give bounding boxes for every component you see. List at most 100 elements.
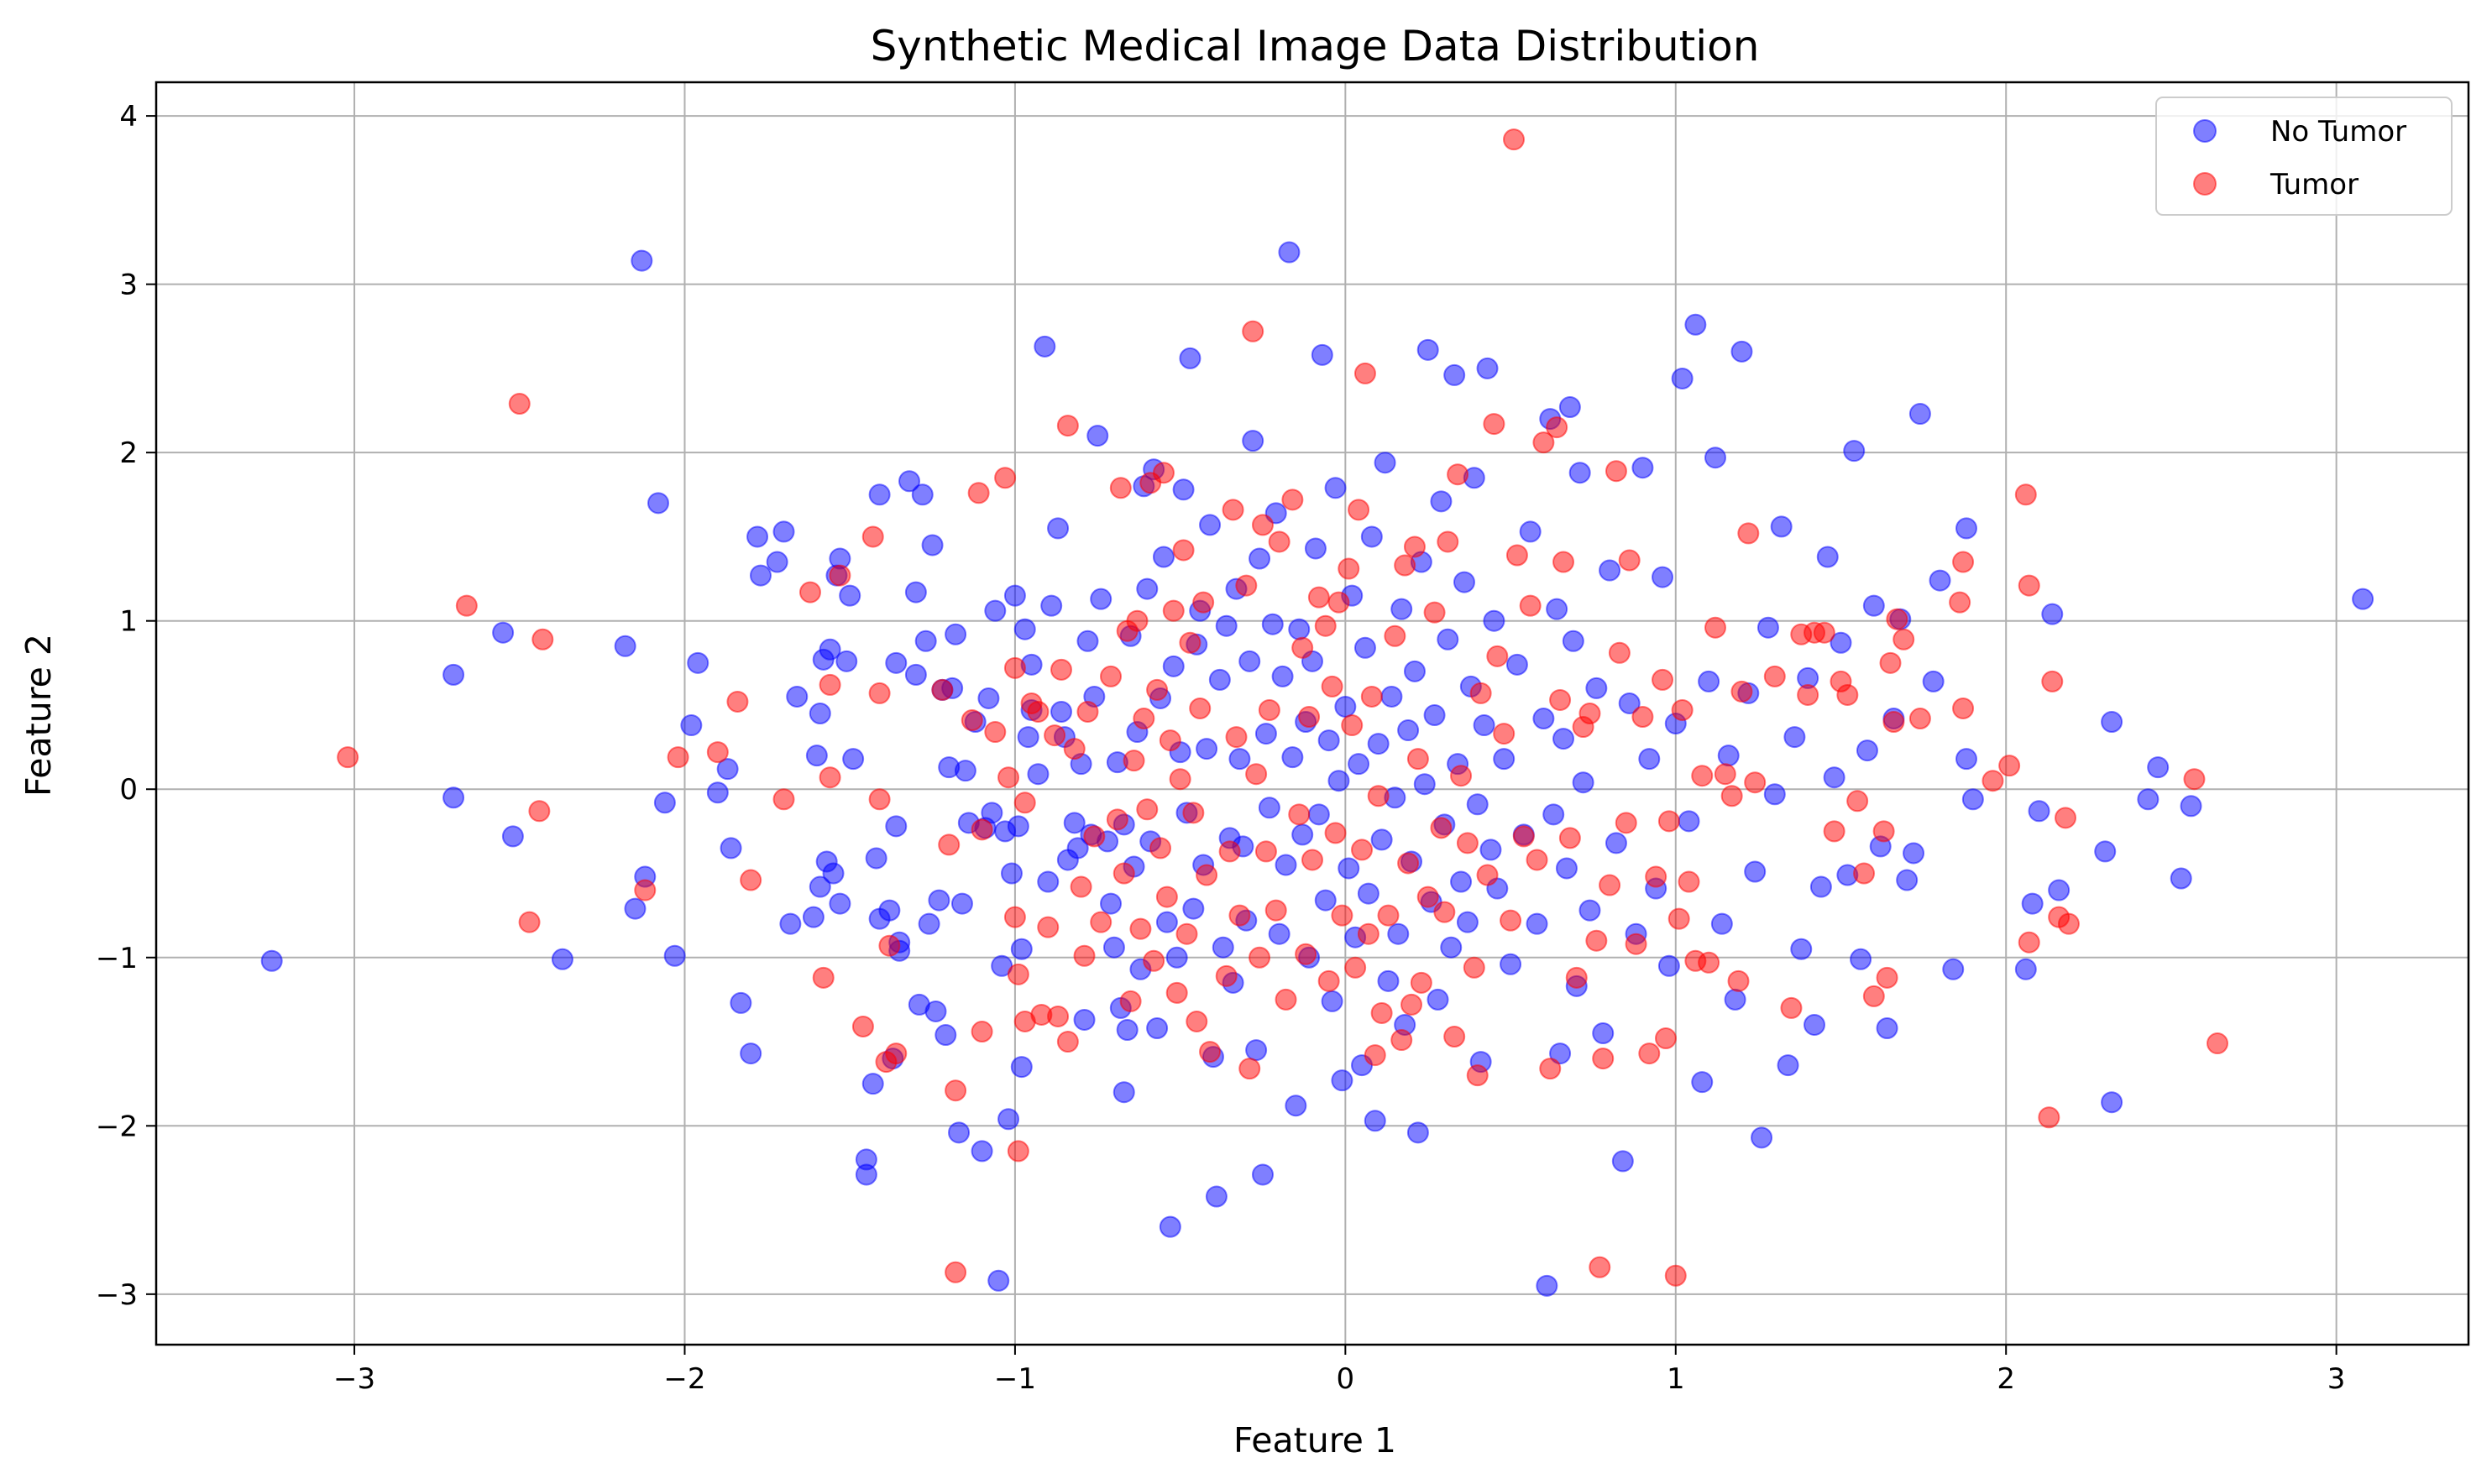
data-point	[1572, 771, 1594, 794]
data-point	[1291, 636, 1314, 659]
data-point	[1251, 514, 1274, 536]
data-point	[1823, 766, 1845, 789]
data-point	[1558, 396, 1581, 419]
data-point	[1502, 128, 1525, 151]
data-point	[1199, 1041, 1222, 1063]
data-point	[1846, 790, 1869, 813]
y-tick-label: 0	[119, 773, 138, 807]
data-point	[868, 483, 891, 506]
data-point	[1532, 431, 1555, 454]
data-point	[1275, 988, 1297, 1011]
data-point	[994, 467, 1017, 489]
data-point	[634, 879, 657, 901]
data-point	[1225, 726, 1248, 749]
data-point	[1007, 815, 1029, 838]
data-point	[1123, 750, 1145, 772]
data-point	[1100, 892, 1123, 915]
data-point	[861, 1073, 884, 1095]
data-point	[1146, 678, 1169, 701]
data-point	[1348, 753, 1370, 776]
data-point	[1258, 698, 1280, 721]
data-point	[977, 687, 1000, 709]
data-point	[1377, 904, 1400, 927]
data-point	[1505, 544, 1528, 567]
data-point	[1720, 785, 1743, 807]
data-point	[1922, 670, 1945, 692]
x-tick-label: 0	[1337, 1362, 1355, 1396]
data-point	[1086, 425, 1109, 447]
y-tick-label: −1	[96, 942, 138, 975]
data-point	[667, 746, 689, 769]
data-point	[1466, 793, 1489, 816]
data-point	[1790, 938, 1813, 960]
data-point	[1390, 1029, 1413, 1052]
data-point	[1288, 803, 1311, 826]
data-point	[1599, 874, 1621, 896]
data-point	[1298, 706, 1321, 729]
data-point	[2038, 1106, 2060, 1129]
data-point	[1952, 551, 1975, 573]
data-point	[2014, 958, 2037, 980]
data-point	[1929, 569, 1951, 592]
data-point	[1770, 515, 1793, 538]
x-tick-label: −1	[994, 1362, 1036, 1396]
data-point	[1463, 956, 1485, 979]
data-point	[1608, 641, 1631, 664]
y-axis-ticks: −3 −2 −1 0 1 2 3 4	[96, 100, 156, 1312]
data-point	[984, 721, 1007, 744]
data-point	[1526, 849, 1548, 871]
data-point	[798, 581, 821, 604]
data-point	[1083, 825, 1106, 848]
data-point	[2170, 867, 2192, 890]
data-point	[967, 482, 990, 504]
data-point	[1331, 904, 1353, 927]
data-point	[1469, 682, 1492, 704]
data-point	[1638, 748, 1661, 771]
data-point	[1592, 1048, 1615, 1070]
data-point	[1179, 347, 1202, 369]
data-point	[779, 912, 802, 935]
data-point	[1816, 546, 1839, 568]
data-point	[1400, 993, 1423, 1016]
data-point	[1149, 837, 1172, 860]
data-point	[1314, 889, 1337, 912]
data-point	[1437, 628, 1459, 651]
data-point	[2137, 788, 2160, 811]
data-point	[868, 788, 891, 811]
data-point	[1691, 1071, 1714, 1094]
data-point	[1777, 1054, 1799, 1077]
data-point	[1657, 954, 1680, 977]
x-axis-ticks: −3 −2 −1 0 1 2 3	[333, 1345, 2345, 1396]
data-point	[1212, 936, 1234, 959]
data-point	[1744, 771, 1767, 794]
data-point	[1218, 840, 1241, 863]
data-point	[1360, 685, 1383, 708]
data-point	[1652, 668, 1674, 691]
data-point	[1331, 1069, 1353, 1092]
data-point	[1143, 949, 1165, 972]
data-point	[1631, 706, 1654, 729]
data-point	[861, 525, 884, 548]
x-tick-label: 2	[1997, 1362, 2015, 1396]
x-tick-label: 1	[1667, 1362, 1685, 1396]
data-point	[2352, 588, 2374, 610]
data-point	[1413, 773, 1436, 796]
data-point	[961, 709, 983, 732]
data-point	[2057, 912, 2080, 935]
data-point	[687, 651, 709, 674]
data-point	[1238, 650, 1261, 672]
data-point	[954, 760, 976, 782]
data-point	[551, 948, 573, 970]
data-point	[1908, 708, 1931, 730]
data-point	[2206, 1032, 2228, 1055]
data-point	[1691, 765, 1714, 787]
data-point	[1073, 944, 1096, 967]
data-point	[918, 912, 940, 935]
data-point	[1003, 656, 1026, 679]
data-point	[898, 470, 921, 493]
data-point	[1106, 808, 1128, 831]
data-point	[1152, 546, 1175, 568]
data-point	[1215, 964, 1238, 987]
data-point	[337, 746, 359, 769]
data-point	[1908, 403, 1931, 426]
